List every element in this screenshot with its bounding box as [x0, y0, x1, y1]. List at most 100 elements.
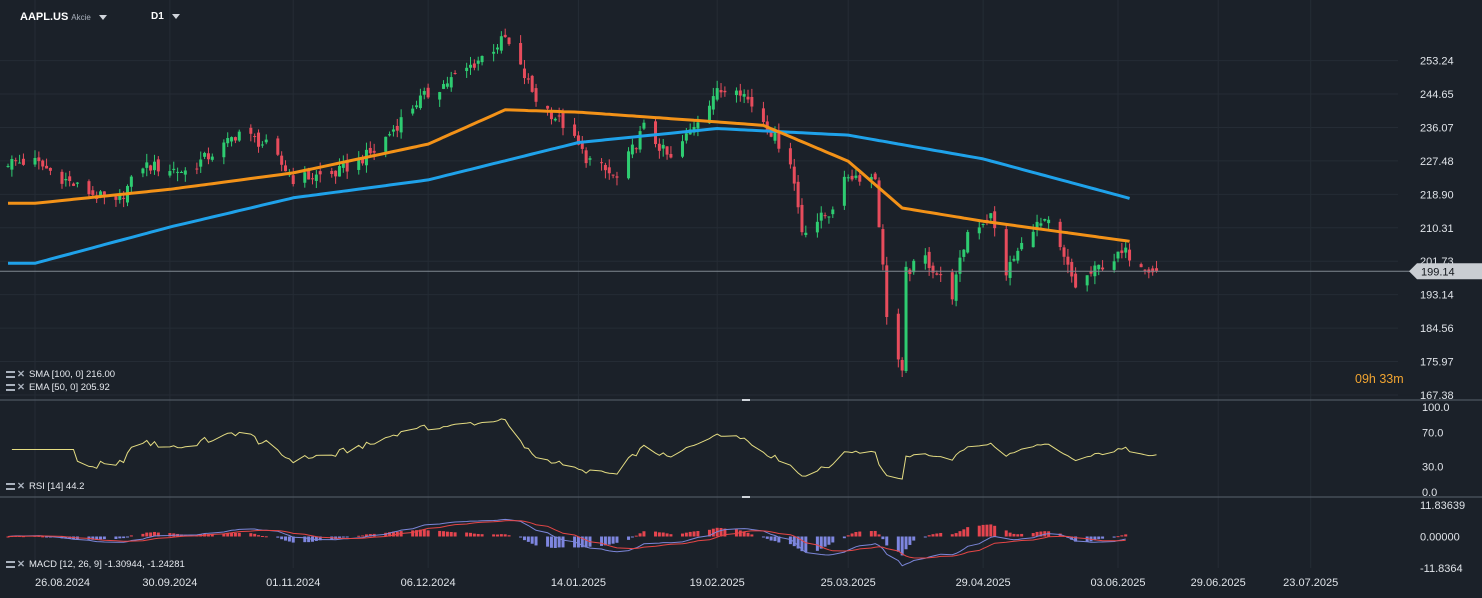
macd-histogram-bar: [1008, 532, 1012, 537]
candle: [989, 213, 993, 219]
candle: [310, 178, 314, 180]
candle: [680, 141, 684, 157]
macd-axis-label: 11.83639: [1420, 500, 1465, 512]
chevron-down-icon[interactable]: [171, 13, 180, 19]
macd-histogram-bar: [819, 536, 823, 549]
price-axis-label: 253.24: [1420, 56, 1454, 68]
macd-histogram-bar: [815, 536, 819, 551]
macd-histogram-bar: [927, 535, 931, 537]
price-axis-label: 193.14: [1420, 290, 1454, 302]
macd-histogram-bar: [661, 532, 665, 537]
candle: [195, 168, 199, 170]
candle: [842, 176, 846, 206]
candle: [280, 155, 284, 165]
close-icon[interactable]: ✕: [17, 369, 25, 380]
macd-histogram-bar: [1070, 536, 1074, 540]
close-icon[interactable]: ✕: [17, 382, 25, 393]
candle: [815, 221, 819, 233]
macd-histogram-bar: [264, 536, 268, 538]
candle: [45, 165, 49, 169]
macd-histogram-bar: [337, 536, 341, 538]
macd-histogram-bar: [711, 528, 715, 537]
macd-histogram-bar: [453, 532, 457, 537]
macd-histogram-bar: [904, 536, 908, 550]
candle: [361, 157, 365, 164]
price-axis-label: 227.48: [1420, 156, 1454, 168]
settings-icon[interactable]: [6, 370, 15, 378]
candle: [345, 160, 349, 172]
close-icon[interactable]: ✕: [17, 559, 25, 570]
candle: [600, 162, 604, 164]
panel-resize-handle[interactable]: [742, 399, 750, 401]
candle: [603, 164, 607, 171]
macd-histogram-bar: [742, 531, 746, 537]
macd-histogram-bar: [966, 527, 970, 537]
candle: [418, 95, 422, 109]
candle: [546, 105, 550, 109]
price-axis-label: 218.90: [1420, 189, 1454, 201]
macd-histogram-bar: [607, 536, 611, 545]
macd-histogram-bar: [684, 532, 688, 537]
ema-legend-text: EMA [50, 0] 205.92: [28, 382, 110, 393]
macd-histogram-bar: [442, 531, 446, 537]
candle: [372, 150, 376, 153]
candle: [64, 178, 68, 181]
date-axis-label: 26.08.2024: [35, 577, 90, 589]
symbol-selector[interactable]: AAPL.US Akcie: [20, 11, 107, 23]
candle: [873, 173, 877, 180]
chevron-down-icon[interactable]: [98, 14, 107, 20]
date-axis-label: 01.11.2024: [266, 577, 320, 589]
candle: [368, 147, 372, 154]
macd-histogram-bar: [881, 536, 885, 540]
macd-histogram-bar: [627, 536, 631, 540]
macd-histogram-bar: [41, 536, 45, 538]
macd-histogram-bar: [276, 536, 280, 538]
candle: [438, 92, 442, 100]
macd-histogram-bar: [611, 536, 615, 544]
macd-histogram-bar: [977, 525, 981, 537]
candle: [102, 191, 106, 197]
macd-histogram-bar: [249, 533, 253, 537]
macd-histogram-bar: [549, 536, 553, 548]
macd-histogram-bar: [1097, 536, 1101, 540]
macd-histogram-bar: [869, 531, 873, 537]
macd-histogram-bar: [368, 534, 372, 537]
macd-histogram-bar: [534, 536, 538, 546]
macd-histogram-bar: [1101, 536, 1105, 539]
macd-histogram-bar: [415, 530, 419, 537]
macd-histogram-bar: [141, 533, 145, 537]
candle: [253, 136, 257, 138]
macd-histogram-bar: [654, 531, 658, 537]
settings-icon[interactable]: [6, 560, 15, 568]
symbol-label: AAPL.US: [20, 11, 69, 23]
candle: [707, 105, 711, 124]
candle: [129, 176, 133, 187]
candle: [993, 211, 997, 229]
panel-resize-handle[interactable]: [742, 496, 750, 498]
macd-histogram-bar: [842, 536, 846, 539]
macd-histogram-bar: [345, 536, 349, 538]
candle: [962, 249, 966, 257]
macd-histogram-bar: [99, 536, 103, 540]
candle: [1004, 229, 1008, 276]
macd-histogram-bar: [391, 531, 395, 537]
macd-histogram-bar: [480, 534, 484, 537]
timeframe-selector[interactable]: D1: [151, 11, 180, 22]
sma-line: [8, 127, 1131, 265]
macd-histogram-bar: [962, 529, 966, 537]
macd-histogram-bar: [896, 536, 900, 552]
close-icon[interactable]: ✕: [17, 481, 25, 492]
settings-icon[interactable]: [6, 482, 15, 490]
candle: [1101, 267, 1105, 270]
candle: [1020, 242, 1024, 250]
macd-histogram-bar: [642, 531, 646, 537]
macd-histogram-bar: [908, 536, 912, 545]
candle: [696, 122, 700, 129]
macd-histogram-bar: [303, 536, 307, 543]
candle: [750, 96, 754, 107]
macd-histogram-bar: [1039, 531, 1043, 537]
macd-histogram-bar: [773, 536, 777, 542]
settings-icon[interactable]: [6, 383, 15, 391]
candle: [199, 159, 203, 167]
